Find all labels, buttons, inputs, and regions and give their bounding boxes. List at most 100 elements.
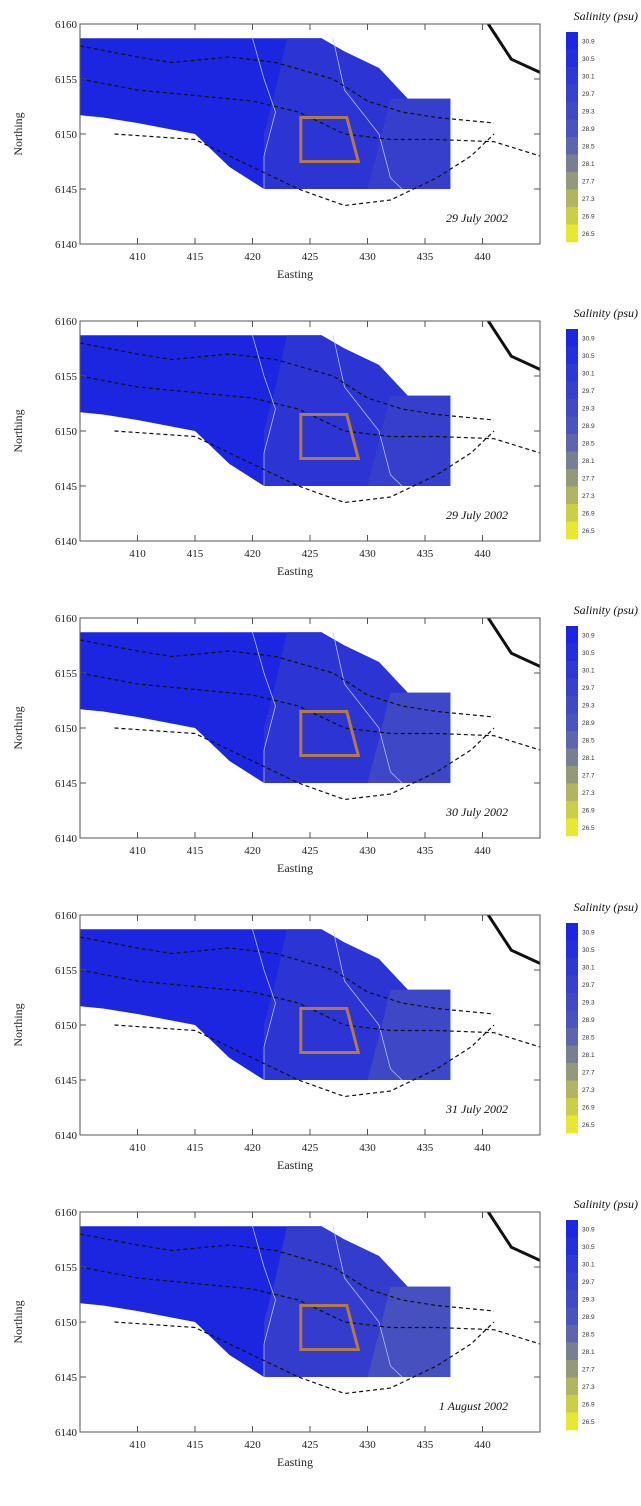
salinity-panel-4: 410 415 420 425 430 435 440 6140 6145 6150 6155 616… [11, 900, 638, 1172]
x-axis-title: Easting [277, 1158, 313, 1172]
y-axis-title: Northing [11, 112, 25, 155]
x-tick-label: 440 [474, 548, 491, 560]
date-label: 29 July 2002 [446, 211, 508, 225]
coastline [487, 915, 540, 965]
legend-swatch [566, 521, 578, 540]
date-label: 1 August 2002 [439, 1399, 508, 1413]
x-tick-label: 415 [187, 251, 204, 263]
y-tick-label: 6155 [55, 1262, 78, 1274]
y-tick-label: 6140 [55, 536, 78, 548]
x-tick-label: 425 [302, 1439, 319, 1451]
legend-swatch [566, 1237, 578, 1256]
legend-swatch [566, 1272, 578, 1291]
legend-swatch [566, 818, 578, 837]
plot-area [80, 618, 540, 801]
legend-label: 28.1 [582, 161, 595, 168]
dashed-contour [80, 639, 495, 718]
x-axis-title: Easting [277, 564, 313, 578]
legend-label: 26.5 [582, 528, 595, 535]
salinity-legend: Salinity (psu) 30.9 30.5 30.1 29.7 29.3 28.9 28… [566, 9, 638, 243]
legend-label: 29.7 [582, 388, 595, 395]
dashed-contour [80, 1233, 495, 1312]
legend-label: 30.5 [582, 650, 595, 657]
legend-label: 26.9 [582, 1104, 595, 1111]
x-tick-label: 435 [417, 251, 434, 263]
legend-label: 30.5 [582, 947, 595, 954]
legend-swatch [566, 696, 578, 714]
legend-swatch [566, 137, 578, 155]
y-tick-label: 6140 [55, 833, 78, 845]
contour-line [332, 335, 403, 487]
plot-area [80, 915, 540, 1098]
contour-line [252, 929, 276, 1080]
legend-swatch [566, 1290, 578, 1308]
salinity-zone-low [367, 692, 451, 783]
legend-swatch [566, 1377, 578, 1396]
legend-label: 26.5 [582, 1419, 595, 1426]
legend-label: 28.5 [582, 440, 595, 447]
legend-label: 27.7 [582, 1069, 595, 1076]
legend-swatch [566, 364, 578, 382]
legend-swatch [566, 381, 578, 400]
legend-label: 27.3 [582, 196, 595, 203]
legend-label: 29.7 [582, 91, 595, 98]
salinity-panel-2: 410 415 420 425 430 435 440 6140 6145 6150 6155 616… [11, 306, 638, 578]
legend-label: 29.7 [582, 1279, 595, 1286]
salinity-zone-low [367, 98, 451, 189]
salinity-legend: Salinity (psu) 30.9 30.5 30.1 29.7 29.3 28.9 28… [566, 603, 638, 837]
salinity-zone-low [367, 989, 451, 1080]
y-tick-label: 6160 [55, 316, 78, 328]
legend-swatch [566, 1080, 578, 1099]
legend-swatch [566, 975, 578, 994]
legend-swatch [566, 67, 578, 85]
legend-swatch [566, 486, 578, 505]
date-label: 31 July 2002 [445, 1102, 508, 1116]
legend-label: 30.1 [582, 73, 595, 80]
salinity-panel-1: 410 415 420 425 430 435 440 6140 6145 6150 6155 616… [11, 9, 638, 281]
legend-swatch [566, 1115, 578, 1134]
coastline [487, 24, 540, 74]
legend-label: 30.5 [582, 353, 595, 360]
x-tick-label: 420 [244, 548, 261, 560]
legend-swatch [566, 1395, 578, 1413]
x-tick-label: 410 [129, 251, 146, 263]
legend-swatch [566, 783, 578, 802]
x-tick-label: 410 [129, 845, 146, 857]
dashed-contour [114, 133, 495, 207]
y-axis-title: Northing [11, 1003, 25, 1046]
legend-swatch [566, 1325, 578, 1343]
x-axis-title: Easting [277, 1455, 313, 1469]
x-tick-label: 440 [474, 251, 491, 263]
x-tick-label: 435 [417, 845, 434, 857]
legend-swatch [566, 1010, 578, 1029]
x-tick-label: 425 [302, 1142, 319, 1154]
x-tick-label: 430 [359, 845, 376, 857]
dashed-contour [80, 969, 540, 1048]
legend-label: 26.5 [582, 1122, 595, 1129]
legend-swatch [566, 958, 578, 976]
legend-swatch [566, 1307, 578, 1326]
legend-label: 28.5 [582, 737, 595, 744]
y-tick-label: 6140 [55, 239, 78, 251]
legend-label: 26.9 [582, 807, 595, 814]
legend-label: 27.3 [582, 1087, 595, 1094]
x-tick-label: 420 [244, 1142, 261, 1154]
x-tick-label: 430 [359, 548, 376, 560]
x-tick-label: 410 [129, 1142, 146, 1154]
x-tick-label: 440 [474, 1439, 491, 1451]
contour-line [252, 1226, 276, 1377]
y-tick-label: 6160 [55, 910, 78, 922]
x-tick-label: 425 [302, 251, 319, 263]
y-tick-label: 6160 [55, 19, 78, 31]
study-box [299, 1007, 361, 1054]
legend-swatch [566, 469, 578, 487]
legend-swatch [566, 32, 578, 50]
y-tick-label: 6145 [55, 184, 78, 196]
x-axis-title: Easting [277, 267, 313, 281]
legend-label: 27.7 [582, 475, 595, 482]
legend-swatch [566, 49, 578, 68]
legend-label: 26.9 [582, 510, 595, 517]
plot-area [80, 321, 540, 504]
y-tick-label: 6150 [55, 426, 78, 438]
study-box [299, 116, 361, 163]
